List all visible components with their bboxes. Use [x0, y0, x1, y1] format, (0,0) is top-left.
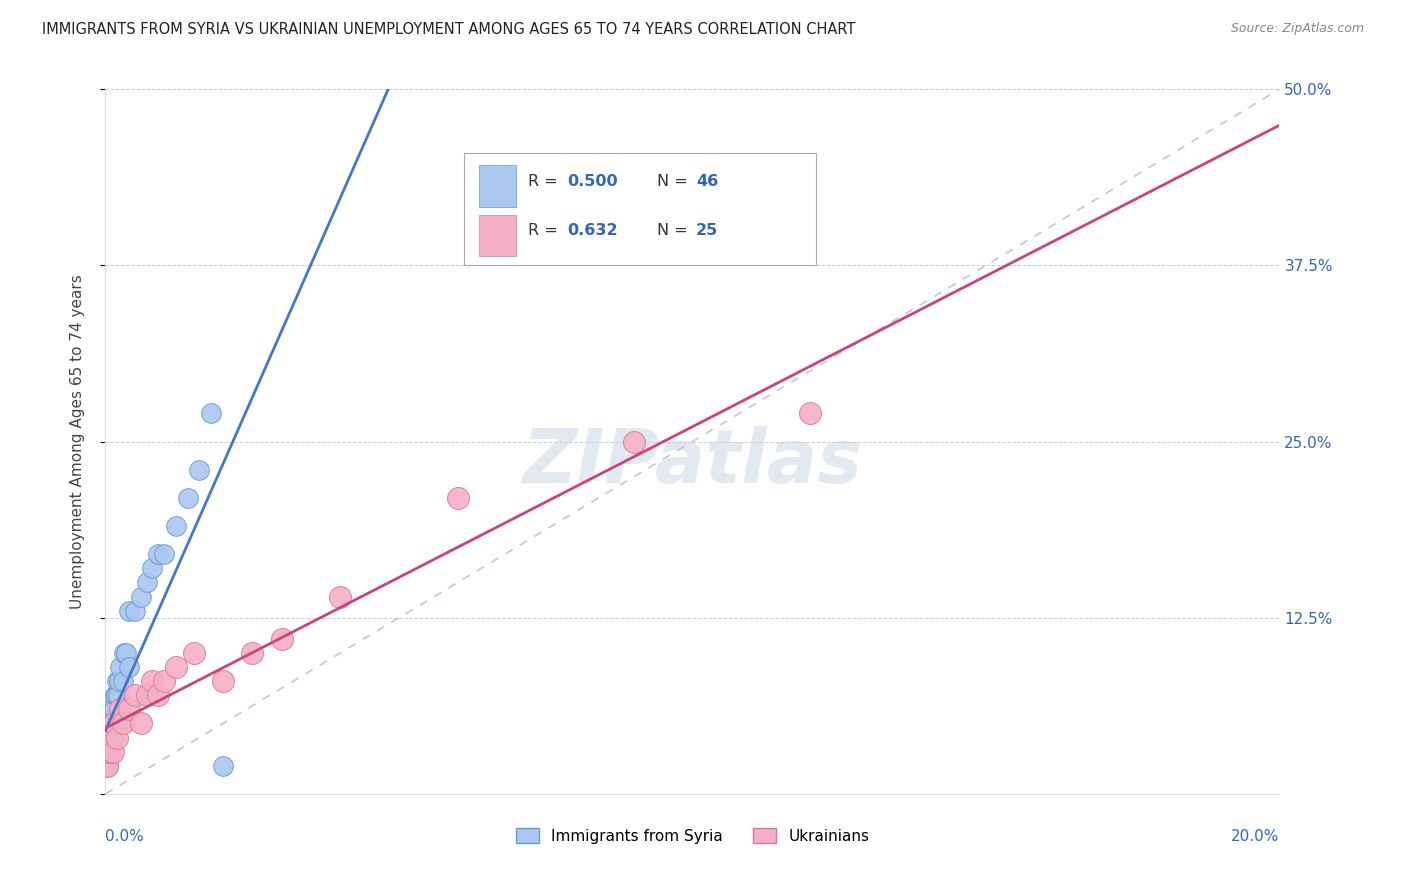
Text: 0.632: 0.632: [567, 223, 617, 238]
Text: 0.0%: 0.0%: [105, 830, 145, 844]
Text: 25: 25: [696, 223, 718, 238]
Point: [100, 745, 122, 759]
Point: [105, 674, 128, 689]
Point: [623, 434, 645, 449]
Point: [240, 646, 263, 660]
Point: [141, 561, 163, 575]
Point: [270, 632, 292, 646]
Point: [104, 688, 127, 702]
Point: [98, 745, 121, 759]
Point: [98, 731, 121, 745]
Point: [115, 646, 138, 660]
Point: [118, 604, 141, 618]
Point: [112, 716, 135, 731]
Text: ZIPatlas: ZIPatlas: [523, 426, 862, 500]
Y-axis label: Unemployment Among Ages 65 to 74 years: Unemployment Among Ages 65 to 74 years: [70, 274, 84, 609]
Legend: Immigrants from Syria, Ukrainians: Immigrants from Syria, Ukrainians: [509, 822, 876, 850]
Point: [200, 406, 222, 420]
Point: [98, 745, 121, 759]
Point: [103, 731, 125, 745]
Text: N =: N =: [657, 223, 693, 238]
Point: [98, 745, 121, 759]
Point: [103, 702, 125, 716]
Point: [98, 745, 121, 759]
Point: [108, 702, 131, 716]
Point: [153, 547, 176, 561]
Point: [96, 758, 118, 772]
Point: [153, 674, 176, 689]
Point: [105, 731, 128, 745]
Point: [103, 702, 125, 716]
Point: [135, 575, 157, 590]
Point: [447, 491, 470, 505]
Point: [112, 646, 135, 660]
Point: [112, 674, 135, 689]
Point: [135, 688, 157, 702]
Point: [124, 604, 146, 618]
Point: [108, 674, 131, 689]
Point: [211, 758, 233, 772]
Point: [799, 406, 821, 420]
Text: Source: ZipAtlas.com: Source: ZipAtlas.com: [1230, 22, 1364, 36]
Point: [112, 716, 135, 731]
Point: [97, 758, 120, 772]
Point: [176, 491, 198, 505]
Point: [98, 716, 121, 731]
Point: [148, 688, 170, 702]
Text: IMMIGRANTS FROM SYRIA VS UKRAINIAN UNEMPLOYMENT AMONG AGES 65 TO 74 YEARS CORREL: IMMIGRANTS FROM SYRIA VS UKRAINIAN UNEMP…: [42, 22, 856, 37]
Point: [165, 519, 187, 533]
Point: [211, 674, 233, 689]
Point: [183, 646, 205, 660]
Point: [188, 463, 211, 477]
Point: [101, 745, 124, 759]
Point: [96, 745, 118, 759]
Text: 20.0%: 20.0%: [1232, 830, 1279, 844]
Point: [100, 702, 122, 716]
Point: [97, 745, 120, 759]
Text: R =: R =: [529, 174, 562, 189]
Text: N =: N =: [657, 174, 693, 189]
Text: R =: R =: [529, 223, 562, 238]
Point: [101, 716, 124, 731]
Point: [124, 688, 146, 702]
Point: [97, 745, 120, 759]
Point: [97, 758, 120, 772]
Point: [129, 716, 152, 731]
Point: [103, 716, 125, 731]
Point: [98, 731, 121, 745]
Point: [141, 674, 163, 689]
Point: [105, 688, 128, 702]
Point: [118, 660, 141, 674]
Point: [104, 716, 127, 731]
Point: [97, 731, 120, 745]
Point: [100, 731, 122, 745]
Point: [101, 731, 124, 745]
Point: [165, 660, 187, 674]
Point: [129, 590, 152, 604]
Point: [148, 547, 170, 561]
Point: [105, 716, 128, 731]
Point: [96, 758, 118, 772]
FancyBboxPatch shape: [479, 165, 516, 207]
Point: [108, 660, 131, 674]
Text: 46: 46: [696, 174, 718, 189]
Point: [107, 688, 129, 702]
Point: [100, 731, 122, 745]
Point: [100, 716, 122, 731]
Point: [329, 590, 352, 604]
Point: [118, 702, 141, 716]
FancyBboxPatch shape: [479, 215, 516, 256]
FancyBboxPatch shape: [464, 153, 815, 266]
Text: 0.500: 0.500: [567, 174, 617, 189]
